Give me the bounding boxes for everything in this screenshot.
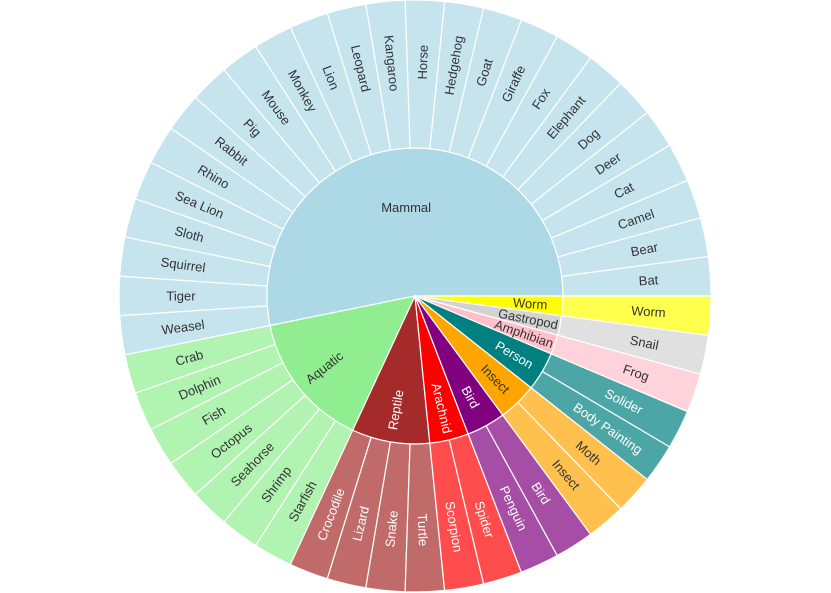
leaf-label-worm-worm: Worm bbox=[631, 303, 666, 320]
leaf-label-reptile-snake: Snake bbox=[382, 510, 401, 548]
category-label-mammal: Mammal bbox=[381, 200, 431, 215]
leaf-label-reptile-turtle: Turtle bbox=[415, 513, 431, 546]
leaf-label-gastropod-snail: Snail bbox=[629, 332, 660, 352]
category-label-reptile: Reptile bbox=[385, 389, 407, 431]
leaf-label-mammal-bear: Bear bbox=[629, 239, 660, 259]
leaf-label-mammal-horse: Horse bbox=[415, 45, 431, 80]
leaf-slice-worm-worm[interactable] bbox=[561, 295, 712, 337]
leaf-label-mammal-bat: Bat bbox=[638, 272, 659, 288]
leaf-label-mammal-squirrel: Squirrel bbox=[160, 254, 207, 275]
leaf-label-mammal-weasel: Weasel bbox=[161, 317, 206, 338]
leaf-label-mammal-kangaroo: Kangaroo bbox=[381, 34, 402, 92]
category-label-worm: Worm bbox=[513, 295, 548, 312]
leaf-label-mammal-tiger: Tiger bbox=[166, 289, 196, 304]
leaf-label-aquatic-crab: Crab bbox=[174, 347, 205, 369]
